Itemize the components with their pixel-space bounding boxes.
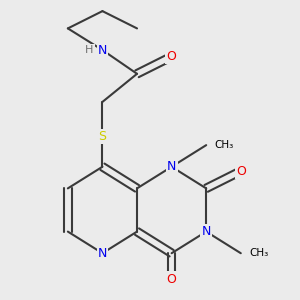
Text: CH₃: CH₃: [215, 140, 234, 150]
Text: O: O: [236, 165, 246, 178]
Text: S: S: [98, 130, 106, 143]
Text: H: H: [85, 45, 94, 55]
Text: N: N: [202, 225, 211, 238]
Text: N: N: [98, 44, 107, 56]
Text: O: O: [167, 50, 177, 63]
Text: CH₃: CH₃: [249, 248, 269, 258]
Text: N: N: [98, 247, 107, 260]
Text: O: O: [167, 273, 177, 286]
Text: N: N: [167, 160, 176, 173]
